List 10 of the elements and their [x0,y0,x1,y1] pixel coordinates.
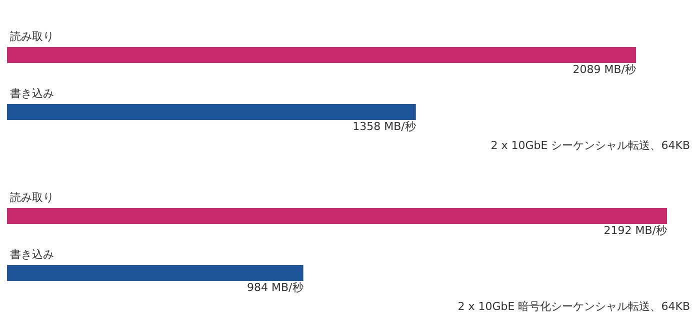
text: 2 x 10GbE 暗号化シーケンシャル転送、64KB [458,299,690,314]
data-label: 2192 MB/秒 [604,224,667,237]
data-label: 1358 MB/秒 [352,120,416,133]
y-tick-label: 読み取り [10,30,54,43]
y-tick-label: 書き込み [10,87,54,100]
y-tick-label: 書き込み [10,248,54,261]
y-tick-label: 読み取り [10,191,54,204]
text: 2 x 10GbE シーケンシャル転送、64KB [490,138,690,153]
data-label: 984 MB/秒 [247,281,304,294]
data-label: 2089 MB/秒 [572,63,636,76]
